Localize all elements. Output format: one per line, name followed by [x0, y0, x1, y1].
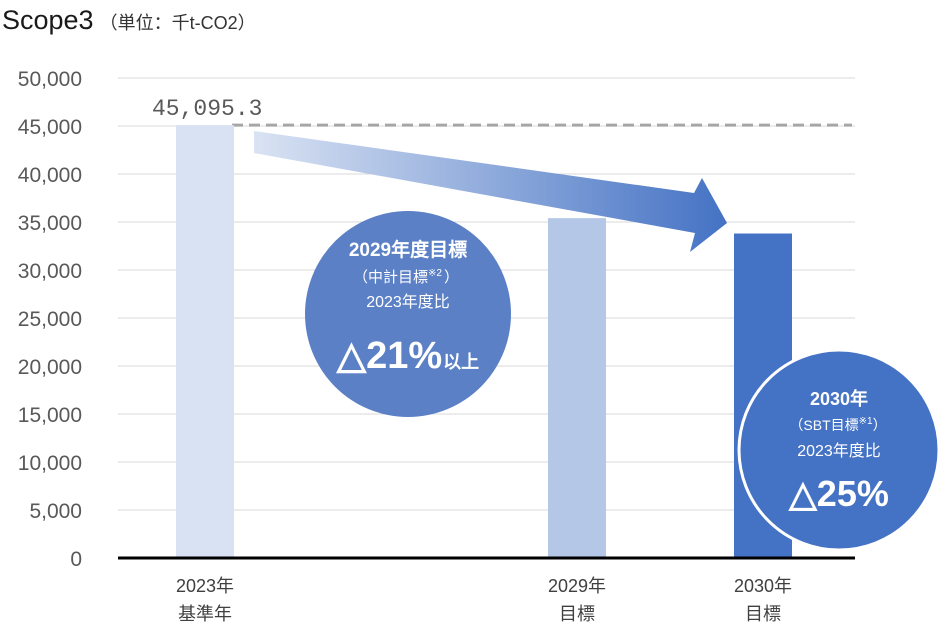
bars: [118, 125, 855, 560]
target-2029-subtitle-close: ）: [444, 269, 459, 286]
bar: [176, 125, 234, 559]
chart-title: Scope3 （単位：千t-CO2）: [2, 5, 256, 35]
target-2029-reduction-value: △21%: [336, 335, 442, 377]
target-2030-subtitle-close: ）: [873, 417, 887, 433]
y-tick-label: 5,000: [29, 500, 82, 523]
y-tick-label: 0: [70, 548, 82, 571]
data-labels: 45,095.3: [152, 96, 262, 122]
y-tick-label: 15,000: [18, 404, 82, 427]
chart-title-main: Scope3: [2, 5, 94, 35]
target-2030-subtitle-text: （SBT目標: [789, 417, 858, 433]
chart-unit-label: （単位：千t-CO2）: [100, 13, 256, 33]
trend-arrow: [254, 131, 727, 252]
data-label: 45,095.3: [152, 96, 262, 122]
target-2030-title: 2030年: [810, 388, 868, 409]
x-tick-label: 目標: [745, 604, 781, 624]
y-tick-label: 45,000: [18, 116, 82, 139]
target-2030-subtitle: （SBT目標※1）: [789, 416, 886, 433]
y-tick-label: 20,000: [18, 356, 82, 379]
target-2030-comparison-basis: 2023年度比: [797, 442, 881, 460]
y-tick-label: 50,000: [18, 68, 82, 91]
target-2030-note-mark: ※1: [859, 416, 873, 427]
x-tick-label: 2029年: [548, 576, 606, 596]
y-axis-tick-labels: 0 5,000 10,000 15,000 20,000 25,000 30,000 35,0…: [18, 68, 82, 571]
y-tick-label: 10,000: [18, 452, 82, 475]
y-tick-label: 40,000: [18, 164, 82, 187]
y-tick-label: 35,000: [18, 212, 82, 235]
target-2029-comparison-basis: 2023年度比: [366, 293, 450, 311]
bar: [548, 218, 606, 558]
target-2029-title: 2029年度目標: [349, 238, 467, 261]
x-tick-label: 目標: [559, 604, 595, 624]
x-tick-label: 2030年: [734, 576, 792, 596]
target-2030-reduction-value: △25%: [788, 473, 889, 514]
target-2029-note-mark: ※2: [428, 268, 442, 279]
target-2029-circle: [305, 211, 511, 417]
target-2030-circle: [737, 348, 941, 552]
x-tick-label: 2023年: [176, 576, 234, 596]
y-tick-label: 30,000: [18, 260, 82, 283]
trend-arrow-group: [254, 131, 727, 252]
target-2029-subtitle: （中計目標※2）: [353, 268, 459, 286]
target-2029-reduction-suffix: 以上: [443, 352, 479, 372]
target-2029-annotation: 2029年度目標 （中計目標※2） 2023年度比 △21%以上: [305, 211, 511, 417]
y-tick-label: 25,000: [18, 308, 82, 331]
target-2029-subtitle-text: （中計目標: [353, 269, 428, 286]
x-tick-label: 基準年: [178, 604, 232, 624]
target-2029-reduction: △21%以上: [336, 335, 479, 377]
target-2030-annotation: 2030年 （SBT目標※1） 2023年度比 △25%: [737, 348, 941, 552]
